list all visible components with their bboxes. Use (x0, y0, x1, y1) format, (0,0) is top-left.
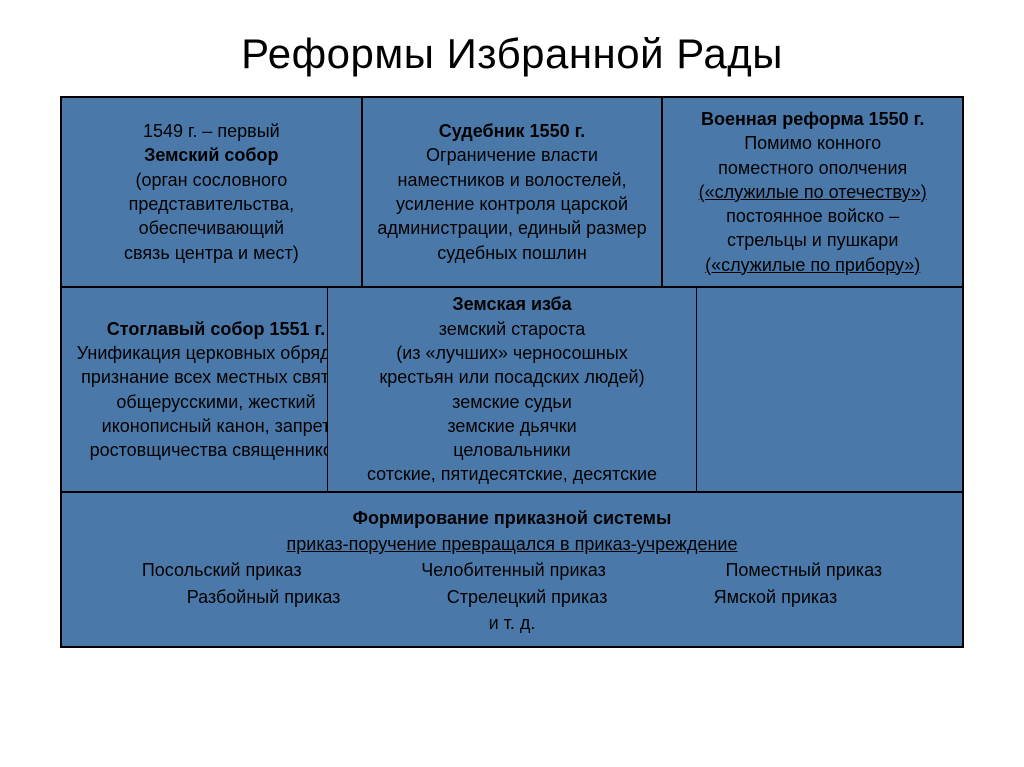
text-line: (из «лучших» черносошных (338, 341, 686, 365)
prikaz-row-a: Посольский приказ Челобитенный приказ По… (82, 558, 942, 582)
cell-body: Унификация церковных обрядов, признание … (72, 341, 360, 462)
row-2: О перо ах а в Стоглавый собор 1551 г. Ун… (61, 287, 963, 492)
prikaz-item: Поместный приказ (725, 558, 882, 582)
reform-grid: 1549 г. – первый Земский собор (орган со… (60, 96, 964, 648)
text-line: стрельцы и пушкари (673, 228, 952, 252)
cell-stoglav: Стоглавый собор 1551 г. Унификация церко… (61, 287, 371, 492)
text-line: обеспечивающий (72, 216, 351, 240)
text-line: земский староста (338, 317, 686, 341)
text-line: постоянное войско – (673, 204, 952, 228)
row-1: 1549 г. – первый Земский собор (орган со… (61, 97, 963, 287)
prikaz-item: Разбойный приказ (187, 585, 341, 609)
cell-title: Формирование приказной системы (82, 506, 942, 530)
text-line-bold: Земский собор (72, 143, 351, 167)
cell-military-reform: Военная реформа 1550 г. Помимо конного п… (662, 97, 963, 287)
text-line: сотские, пятидесятские, десятские (338, 462, 686, 486)
prikaz-item: Ямской приказ (714, 585, 838, 609)
cell-zemsky-sobor: 1549 г. – первый Земский собор (орган со… (61, 97, 362, 287)
text-line: (орган сословного (72, 168, 351, 192)
prikaz-item: Челобитенный приказ (421, 558, 606, 582)
text-line-underline: («служилые по отечеству») (673, 180, 952, 204)
text-line-underline: («служилые по прибору») (673, 253, 952, 277)
text-line: Помимо конного (673, 131, 952, 155)
text-line: представительства, (72, 192, 351, 216)
prikaz-item: Стрелецкий приказ (447, 585, 608, 609)
cell-title: Земская изба (338, 292, 686, 316)
text-line: связь центра и мест) (72, 241, 351, 265)
text-line: 1549 г. – первый (72, 119, 351, 143)
cell-prikaz-system: Формирование приказной системы приказ-по… (61, 492, 963, 647)
cell-title: Стоглавый собор 1551 г. (72, 317, 360, 341)
cell-title: Судебник 1550 г. (373, 119, 652, 143)
cell-sudebnik: Судебник 1550 г. Ограничение власти наме… (362, 97, 663, 287)
cell-body: Ограничение власти наместников и волосте… (373, 143, 652, 264)
prikaz-item: Посольский приказ (142, 558, 302, 582)
cell-zemskaya-izba: Земская изба земский староста (из «лучши… (327, 287, 697, 492)
text-line: целовальники (338, 438, 686, 462)
prikaz-etc: и т. д. (82, 611, 942, 635)
text-line: крестьян или посадских людей) (338, 365, 686, 389)
slide: Реформы Избранной Рады 1549 г. – первый … (0, 0, 1024, 767)
prikaz-row-b: Разбойный приказ Стрелецкий приказ Ямско… (134, 585, 891, 609)
cell-title: Военная реформа 1550 г. (673, 107, 952, 131)
slide-title: Реформы Избранной Рады (60, 30, 964, 78)
cell-subtitle-underline: приказ-поручение превращался в приказ-уч… (82, 532, 942, 556)
text-line: земские судьи (338, 390, 686, 414)
text-line: поместного ополчения (673, 156, 952, 180)
row-3: Формирование приказной системы приказ-по… (61, 492, 963, 647)
text-line: земские дьячки (338, 414, 686, 438)
